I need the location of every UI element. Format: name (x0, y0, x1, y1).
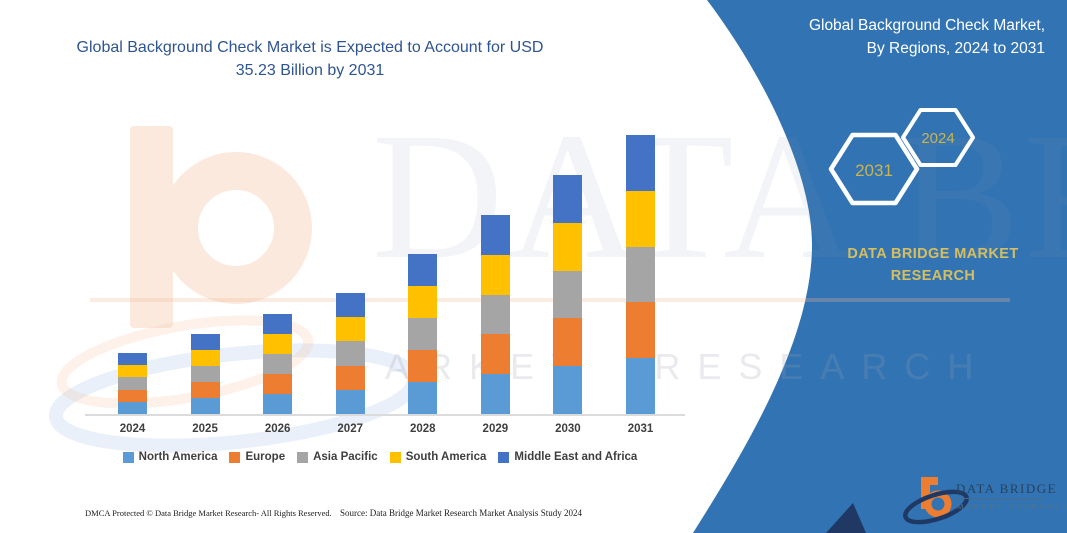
bar-segment-2029-north-america (480, 374, 510, 414)
bar-segment-2024-asia-pacific (118, 377, 147, 390)
x-axis-label-2024: 2024 (119, 423, 146, 435)
bar-2024 (118, 353, 147, 414)
legend-swatch-icon (389, 451, 401, 463)
bar-segment-2027-south-america (335, 317, 365, 342)
panel-heading-line2: By Regions, 2024 to 2031 (866, 40, 1045, 57)
bar-segment-2031-middle-east-and-africa (625, 135, 655, 191)
legend-label: Asia Pacific (313, 451, 378, 463)
bar-segment-2030-asia-pacific (553, 270, 583, 319)
bar-segment-2026-europe (263, 374, 293, 395)
panel-heading: Global Background Check Market, By Regio… (809, 14, 1045, 60)
bar-segment-2024-middle-east-and-africa (118, 353, 147, 366)
page-title-line2: 35.23 Billion by 2031 (235, 62, 385, 79)
x-axis-label-2031: 2031 (627, 423, 654, 435)
x-axis-line (85, 414, 685, 416)
bar-2027 (335, 292, 365, 414)
legend-swatch-icon (498, 451, 510, 463)
bar-segment-2030-middle-east-and-africa (553, 174, 583, 223)
bar-segment-2031-south-america (625, 190, 655, 247)
bar-segment-2027-asia-pacific (335, 341, 365, 366)
bar-segment-2025-north-america (190, 398, 220, 414)
legend-item-europe: Europe (229, 451, 285, 463)
bar-2028 (408, 254, 438, 414)
bar-segment-2027-europe (335, 365, 365, 390)
logo-divider-rule (956, 498, 1044, 499)
logo-subname-text: MARKET RESEARCH (957, 502, 1067, 511)
legend-label: North America (138, 451, 218, 463)
bar-2026 (263, 314, 293, 414)
bar-segment-2028-south-america (408, 286, 438, 319)
bar-segment-2029-middle-east-and-africa (480, 214, 510, 255)
legend-swatch-icon (297, 451, 309, 463)
bar-segment-2028-middle-east-and-africa (408, 254, 438, 287)
bar-segment-2030-europe (553, 318, 583, 367)
page-title-line1: Global Background Check Market is Expect… (76, 39, 544, 56)
bar-segment-2025-middle-east-and-africa (190, 334, 220, 351)
bar-segment-2026-middle-east-and-africa (263, 314, 293, 335)
bar-segment-2024-north-america (118, 401, 147, 414)
bar-segment-2027-middle-east-and-africa (335, 292, 365, 318)
panel-brand-line1: DATA BRIDGE MARKET (847, 246, 1019, 262)
panel-brand-text: DATA BRIDGE MARKET RESEARCH (838, 243, 1028, 287)
bar-2029 (480, 214, 510, 414)
bar-segment-2027-north-america (335, 389, 365, 414)
legend-item-north-america: North America (122, 451, 218, 463)
x-axis-label-2030: 2030 (555, 423, 581, 435)
bar-segment-2025-asia-pacific (190, 366, 220, 383)
bar-segment-2028-north-america (408, 382, 438, 414)
bar-2030 (553, 174, 583, 414)
x-axis-label-2027: 2027 (337, 423, 363, 435)
legend-swatch-icon (229, 451, 241, 463)
page-title: Global Background Check Market is Expect… (25, 36, 595, 82)
legend-item-south-america: South America (389, 451, 487, 463)
bar-segment-2025-europe (190, 382, 220, 399)
bar-2025 (190, 334, 220, 414)
chart-legend: North America Europe Asia Pacific South Ame… (78, 451, 682, 463)
hexagon-badge-2024-label: 2024 (921, 130, 955, 147)
footer-source-text: Source: Data Bridge Market Research Mark… (340, 508, 582, 518)
x-axis-label-2028: 2028 (409, 423, 436, 435)
bar-segment-2029-asia-pacific (480, 294, 510, 335)
legend-label: Middle East and Africa (514, 451, 638, 463)
x-axis-label-2026: 2026 (264, 423, 291, 435)
bar-segment-2024-south-america (118, 365, 147, 378)
hexagon-badge-2031-label: 2031 (855, 161, 893, 180)
legend-item-asia-pacific: Asia Pacific (297, 451, 378, 463)
bar-segment-2026-north-america (263, 394, 293, 414)
panel-brand-line2: RESEARCH (890, 268, 976, 284)
bar-segment-2031-asia-pacific (625, 246, 655, 303)
bar-2031 (625, 135, 655, 414)
bar-segment-2026-asia-pacific (263, 354, 293, 375)
legend-item-middle-east-and-africa: Middle East and Africa (498, 451, 637, 463)
x-axis-label-2025: 2025 (192, 423, 218, 435)
x-axis-label-2029: 2029 (482, 423, 509, 435)
bar-segment-2031-europe (625, 302, 655, 359)
bar-segment-2026-south-america (263, 334, 293, 355)
legend-swatch-icon (122, 451, 134, 463)
panel-heading-line1: Global Background Check Market, (808, 17, 1045, 34)
bar-segment-2030-south-america (553, 222, 583, 271)
logo-name-text: DATA BRIDGE (956, 481, 1058, 496)
bar-segment-2028-europe (408, 350, 438, 383)
bar-segment-2029-europe (480, 334, 510, 375)
footer-dmca-text: DMCA Protected © Data Bridge Market Rese… (85, 508, 332, 518)
bar-segment-2024-europe (118, 389, 147, 402)
bar-segment-2029-south-america (480, 254, 510, 295)
legend-label: Europe (245, 451, 286, 463)
bar-segment-2025-south-america (190, 350, 220, 367)
bar-segment-2030-north-america (553, 366, 583, 414)
bar-segment-2031-north-america (625, 358, 655, 414)
legend-label: South America (405, 451, 487, 463)
bar-segment-2028-asia-pacific (408, 318, 438, 351)
